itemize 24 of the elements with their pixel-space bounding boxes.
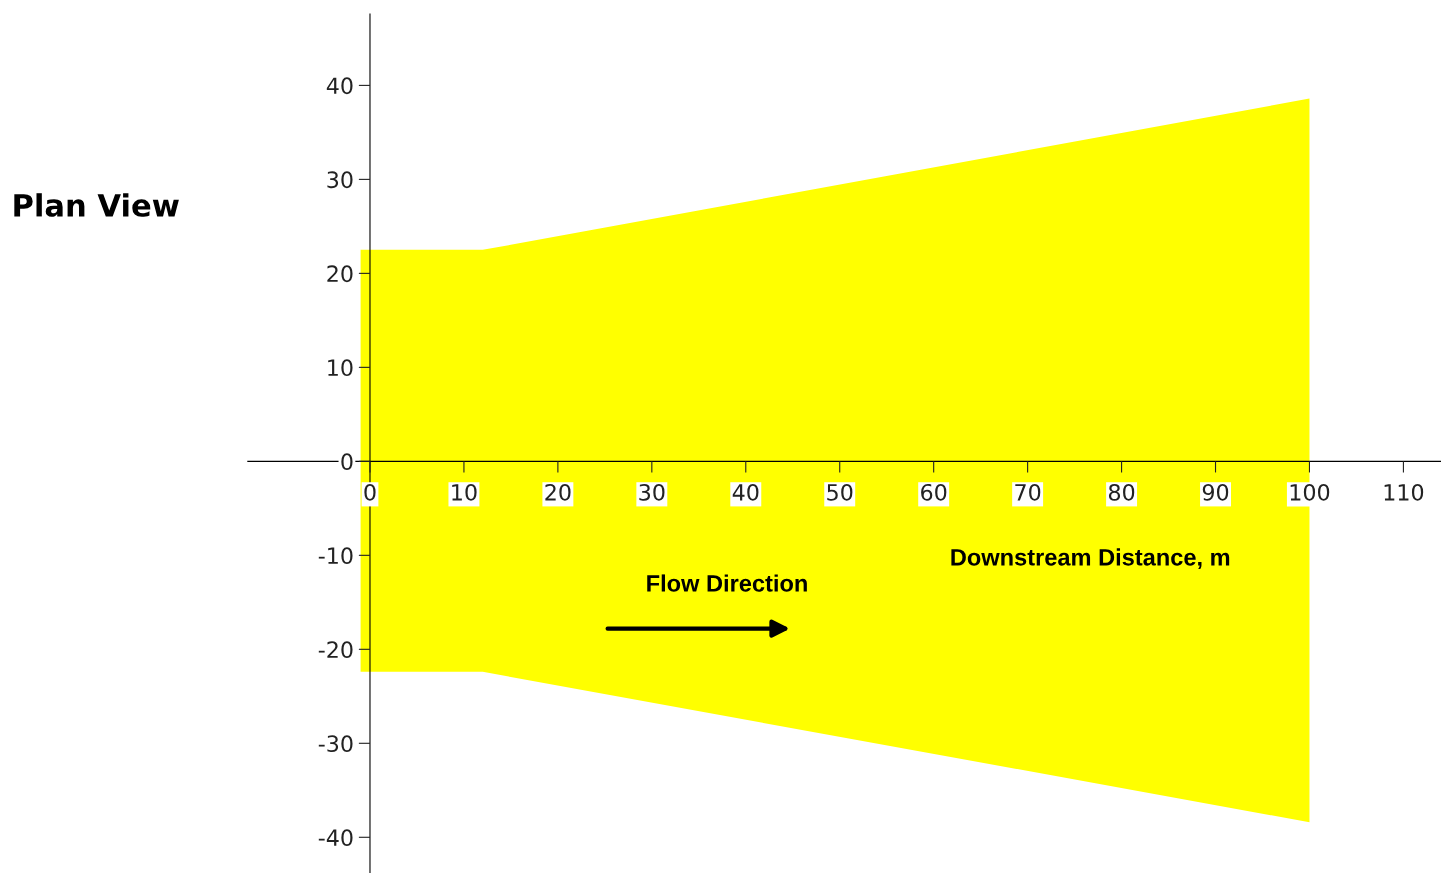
x-tick-label: 100 — [1290, 483, 1330, 501]
y-tick-label: 30 — [327, 171, 353, 189]
y-tick-label: 40 — [326, 77, 353, 95]
x-tick-label: 70 — [1015, 483, 1041, 501]
x-tick-label: 40 — [732, 483, 759, 501]
x-axis-title: Downstream Distance, m — [951, 548, 1230, 570]
x-tick-label: 50 — [827, 483, 853, 501]
x-tick-label: 110 — [1384, 483, 1424, 501]
y-tick-label: -20 — [318, 641, 353, 659]
x-tick-label: 20 — [545, 483, 571, 501]
x-tick-label: 0 — [364, 483, 376, 501]
x-tick-label: 80 — [1108, 483, 1135, 501]
y-tick-label: -10 — [318, 547, 353, 565]
y-tick-label: -40 — [318, 829, 353, 847]
x-tick-label: 30 — [639, 483, 665, 501]
x-tick-label: 10 — [452, 483, 477, 501]
x-tick-label: 60 — [921, 483, 947, 501]
annotation: Flow Direction — [647, 574, 807, 592]
text: Plan View — [14, 193, 179, 217]
y-tick-label: 0 — [341, 453, 353, 471]
y-tick-label: -30 — [318, 735, 353, 753]
y-tick-label: 20 — [327, 265, 353, 283]
x-tick-label: 90 — [1202, 483, 1229, 501]
y-tick-label: 10 — [328, 359, 353, 377]
